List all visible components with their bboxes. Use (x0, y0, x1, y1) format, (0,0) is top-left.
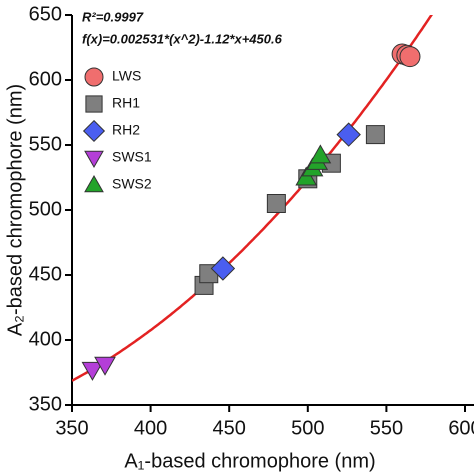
point (94, 356, 116, 376)
y-tick-label: 400 (29, 328, 62, 350)
y-tick-label: 350 (29, 393, 62, 415)
legend-marker (82, 119, 106, 143)
x-tick-label: 500 (291, 417, 324, 439)
legend-label: RH1 (112, 95, 140, 111)
y-tick-label: 450 (29, 263, 62, 285)
legend-marker (84, 67, 104, 87)
y-tick-label: 600 (29, 68, 62, 90)
legend-label: SWS1 (112, 149, 152, 165)
x-tick-label: 350 (55, 417, 88, 439)
y-tick-label: 500 (29, 198, 62, 220)
x-tick-label: 400 (134, 417, 167, 439)
point (336, 122, 361, 147)
y-axis-title: A₂-based chromophore (nm) (4, 84, 26, 336)
legend-marker (84, 174, 104, 193)
legend-label: SWS2 (112, 176, 152, 192)
point (81, 361, 104, 381)
x-tick-label: 550 (370, 417, 403, 439)
legend-marker (84, 150, 104, 169)
y-tick-label: 550 (29, 133, 62, 155)
annotation: R²=0.9997 (82, 9, 144, 24)
point (266, 194, 286, 213)
point (399, 46, 421, 68)
legend-label: LWS (112, 68, 141, 84)
point (365, 125, 385, 145)
legend-marker (85, 95, 103, 113)
x-axis-title: A₁-based chromophore (nm) (124, 450, 375, 472)
annotation: f(x)=0.002531*(x^2)-1.12*x+450.6 (82, 31, 283, 46)
point (309, 144, 332, 164)
legend-label: RH2 (112, 122, 140, 138)
x-tick-label: 600 (448, 417, 474, 439)
y-tick-label: 650 (29, 3, 62, 25)
x-tick-label: 450 (213, 417, 246, 439)
point (210, 256, 236, 281)
